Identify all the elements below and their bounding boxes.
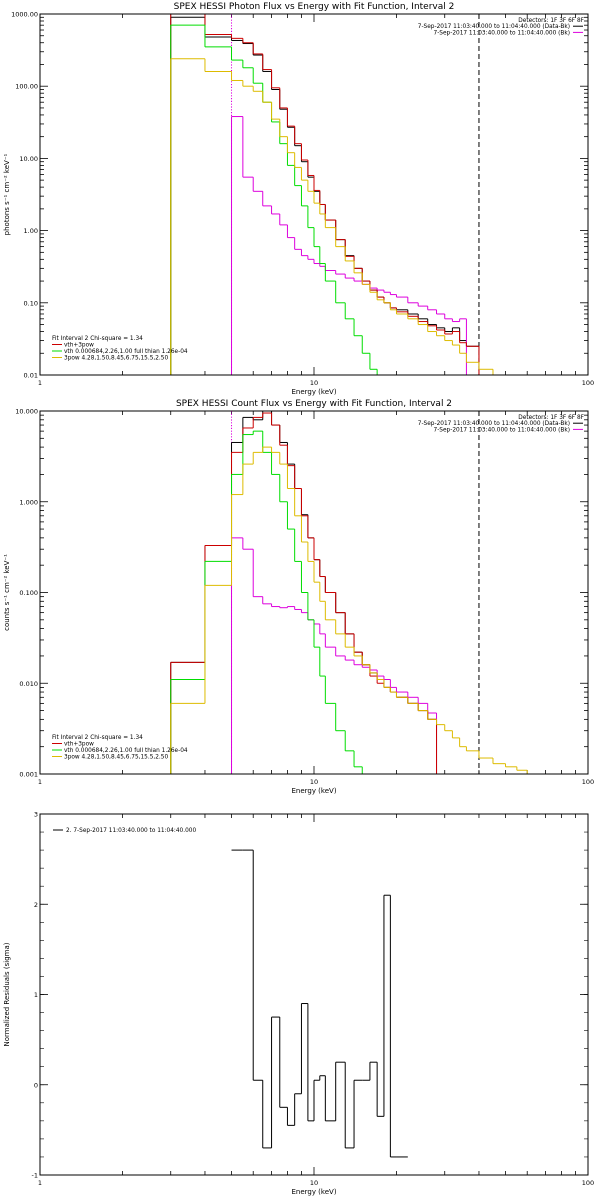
x-axis: 1 10 100 [38,14,594,387]
legend-text: Fit Interval 2 Chi-square = 1.34 [52,336,143,342]
x-axis-label: Energy (keV) [291,388,336,396]
legend-text: 7-Sep-2017 11:03:40.000 to 11:04:40.000 … [418,421,570,427]
y-tick-label: 2 [34,901,38,909]
chart-title: SPEX HESSI Photon Flux vs Energy with Fi… [174,2,455,12]
y-tick-label: 0.01 [24,372,38,380]
legend-bottom-left: Fit Interval 2 Chi-square = 1.34vth+3pow… [52,735,188,761]
x-tick-label: 1 [38,778,42,786]
y-axis: 0.01 0.10 1.00 10.00 100.00 1000.00 [11,11,588,380]
series-vth [170,430,370,774]
legend-text: 7-Sep-2017 11:03:40.000 to 11:04:40.000 … [418,24,570,30]
x-tick-label: 10 [310,379,318,387]
y-tick-label: 1 [34,991,38,999]
legend-top-left: 2. 7-Sep-2017 11:03:40.000 to 11:04:40.0… [53,828,196,834]
x-tick-label: 10 [310,1179,318,1187]
legend-text: 7-Sep-2017 11:03:40.000 to 11:04:40.000 … [434,30,570,36]
x-axis-label: Energy (keV) [291,1188,336,1196]
plot-frame [39,13,589,376]
y-axis: -1 0 1 2 3 [32,811,588,1180]
series-3pow [170,58,528,375]
y-axis-label: photons s⁻¹ cm⁻² keV⁻¹ [3,153,11,235]
y-tick-label: 1000.00 [11,11,38,19]
y-axis-label: counts s⁻¹ cm⁻² keV⁻¹ [3,554,11,631]
legend-bottom-left: Fit Interval 2 Chi-square = 1.34vth+3pow… [52,336,188,362]
series-vth-3pow [170,412,438,774]
chart-title: SPEX HESSI Count Flux vs Energy with Fit… [176,399,452,409]
series-data-bk [170,16,480,375]
plot-frame [39,410,589,775]
y-tick-label: 100.00 [15,83,38,91]
x-tick-label: 100 [582,1179,594,1187]
series-residuals [231,849,408,1158]
x-tick-label: 10 [310,778,318,786]
x-tick-label: 100 [582,778,594,786]
chart-panel-1: SPEX HESSI Photon Flux vs Energy with Fi… [3,2,594,396]
series-vth-3pow [170,14,480,375]
y-tick-label: 1.00 [24,227,38,235]
plot-frame [39,813,589,1176]
legend-text: Fit Interval 2 Chi-square = 1.34 [52,735,143,741]
chart-panel-3: Energy (keV) Normalized Residuals (sigma)… [3,811,594,1197]
series-bk [231,116,467,375]
y-tick-label: 0.100 [19,589,38,597]
y-tick-label: -1 [32,1172,38,1180]
x-axis: 1 10 100 [38,411,594,786]
legend-top-right: Detectors: 1F 3F 6F 8F7-Sep-2017 11:03:4… [418,415,584,433]
y-tick-label: 0.001 [19,771,38,779]
legend-text: Detectors: 1F 3F 6F 8F [518,18,584,24]
x-tick-label: 1 [38,1179,42,1187]
legend-text: 3pow 4.28,1.50,8.45,6.75,15.5,2.50 [64,356,168,362]
legend-text: vth 0.000684,2.26,1.00 full thian 1.26e-… [64,748,188,754]
series-vth [170,24,384,375]
y-tick-label: 1.000 [19,498,38,506]
x-tick-label: 1 [38,379,42,387]
x-axis-label: Energy (keV) [291,787,336,795]
chart-panel-2: SPEX HESSI Count Flux vs Energy with Fit… [3,399,594,795]
y-tick-label: 0.010 [19,680,38,688]
legend-text: 3pow 4.28,1.50,8.45,6.75,15.5,2.50 [64,755,168,761]
legend-text: vth 0.000684,2.26,1.00 full thian 1.26e-… [64,349,188,355]
y-axis-label: Normalized Residuals (sigma) [3,942,11,1046]
y-tick-label: 0.10 [24,299,38,307]
y-tick-label: 0 [34,1081,38,1089]
y-tick-label: 10.000 [15,408,38,416]
y-tick-label: 3 [34,811,38,819]
y-tick-label: 10.00 [19,155,38,163]
legend-text: vth+3pow [64,742,94,748]
series-3pow [170,446,562,774]
legend-text: 7-Sep-2017 11:03:40.000 to 11:04:40.000 … [434,427,570,433]
legend-text: 2. 7-Sep-2017 11:03:40.000 to 11:04:40.0… [66,828,196,834]
x-axis: 1 10 100 [38,814,594,1187]
legend-text: vth+3pow [64,343,94,349]
legend-text: Detectors: 1F 3F 6F 8F [518,415,584,421]
x-tick-label: 100 [582,379,594,387]
legend-top-right: Detectors: 1F 3F 6F 8F7-Sep-2017 11:03:4… [418,18,584,36]
y-axis: 0.001 0.010 0.100 1.000 10.000 [15,408,588,779]
series-bk [231,537,438,774]
